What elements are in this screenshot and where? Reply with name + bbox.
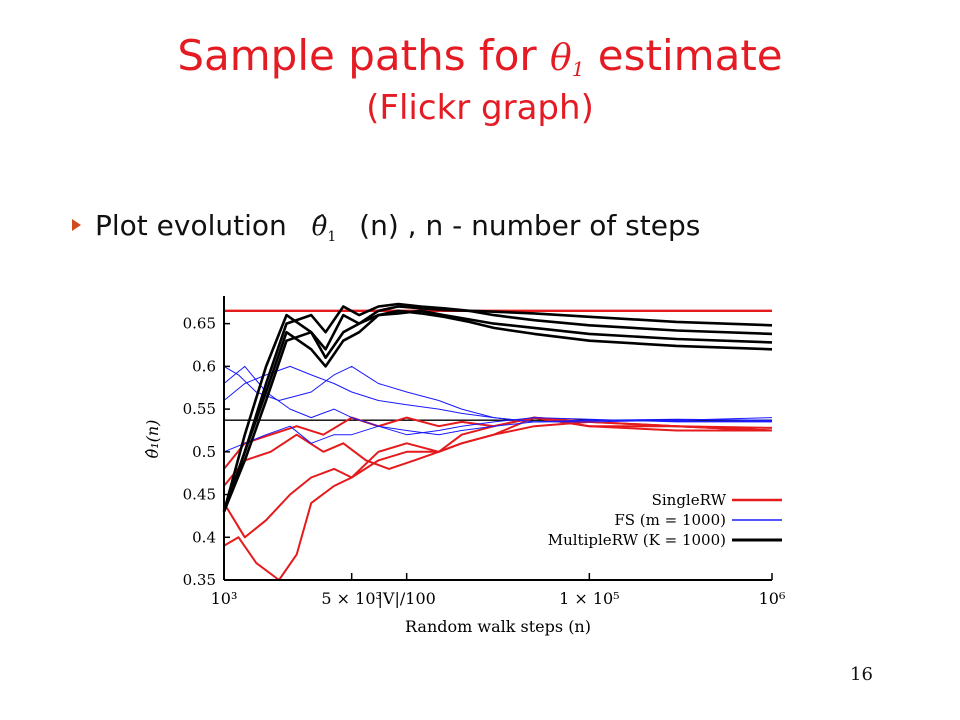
slide-subtitle: (Flickr graph) [366,88,594,128]
y-tick-label-2: 0.45 [183,486,216,504]
theta-hat-letter: θ̂ [311,212,328,242]
y-tick-label-4: 0.55 [183,400,216,418]
series-1-path-2 [223,417,772,453]
x-axis-label: Random walk steps (n) [405,617,591,636]
y-tick-label-3: 0.5 [192,443,216,461]
title-suffix: estimate [584,31,783,80]
legend-label-0: SingleRW [652,491,727,509]
series-1-path-0 [223,365,773,423]
theta-symbol: θ1 [550,38,585,81]
y-axis-label: θ̂₁(n) [143,420,162,459]
legend: SingleRW FS (m = 1000) MultipleRW (K = 100… [548,491,782,549]
series-0-path-2 [223,416,772,487]
x-tick-label-4: 10⁶ [759,589,786,608]
page-number: 16 [850,664,873,685]
bullet-text-after: (n) , n - number of steps [350,209,701,242]
theta-hat-symbol: θ̂1 [311,212,337,246]
y-tick-label-6: 0.65 [183,315,216,333]
series-2-path-1 [222,302,773,513]
x-tick-label-3: 1 × 10⁵ [559,589,620,608]
legend-label-2: MultipleRW (K = 1000) [548,531,726,549]
x-tick-label-1: 5 × 10³ [321,589,382,608]
sample-paths-chart: 0.35 0.4 0.45 0.5 0.55 0.6 0.65 10³ 5 × 10³|V|/1… [143,296,785,636]
series-1-path-3 [223,365,772,436]
title-prefix: Sample paths for [177,31,551,80]
theta-letter: θ [550,38,572,79]
axes: 0.35 0.4 0.45 0.5 0.55 0.6 0.65 10³ 5 × 10³|V|/1… [143,296,785,636]
x-tick-label-2: |V|/100 [378,589,436,608]
series-2-path-3 [222,309,773,513]
bullet-text-before: Plot evolution [95,209,296,242]
series-1-path-1 [223,365,773,423]
y-tick-label-1: 0.4 [192,528,216,546]
slide-title: Sample paths for θ1 estimate [0,30,960,95]
series-2-path-0 [222,305,773,512]
bullet-arrow-icon [72,219,81,231]
theta-hat-subscript: 1 [327,229,337,246]
series-0-path-0 [223,420,773,581]
x-tick-label-0: 10³ [211,589,238,608]
series-paths [222,302,773,581]
legend-label-1: FS (m = 1000) [614,511,726,529]
y-tick-label-5: 0.6 [192,357,216,375]
bullet-point: Plot evolution θ̂1 (n) , n - number of s… [72,206,700,257]
y-tick-label-0: 0.35 [183,571,216,589]
theta-subscript: 1 [571,57,585,81]
